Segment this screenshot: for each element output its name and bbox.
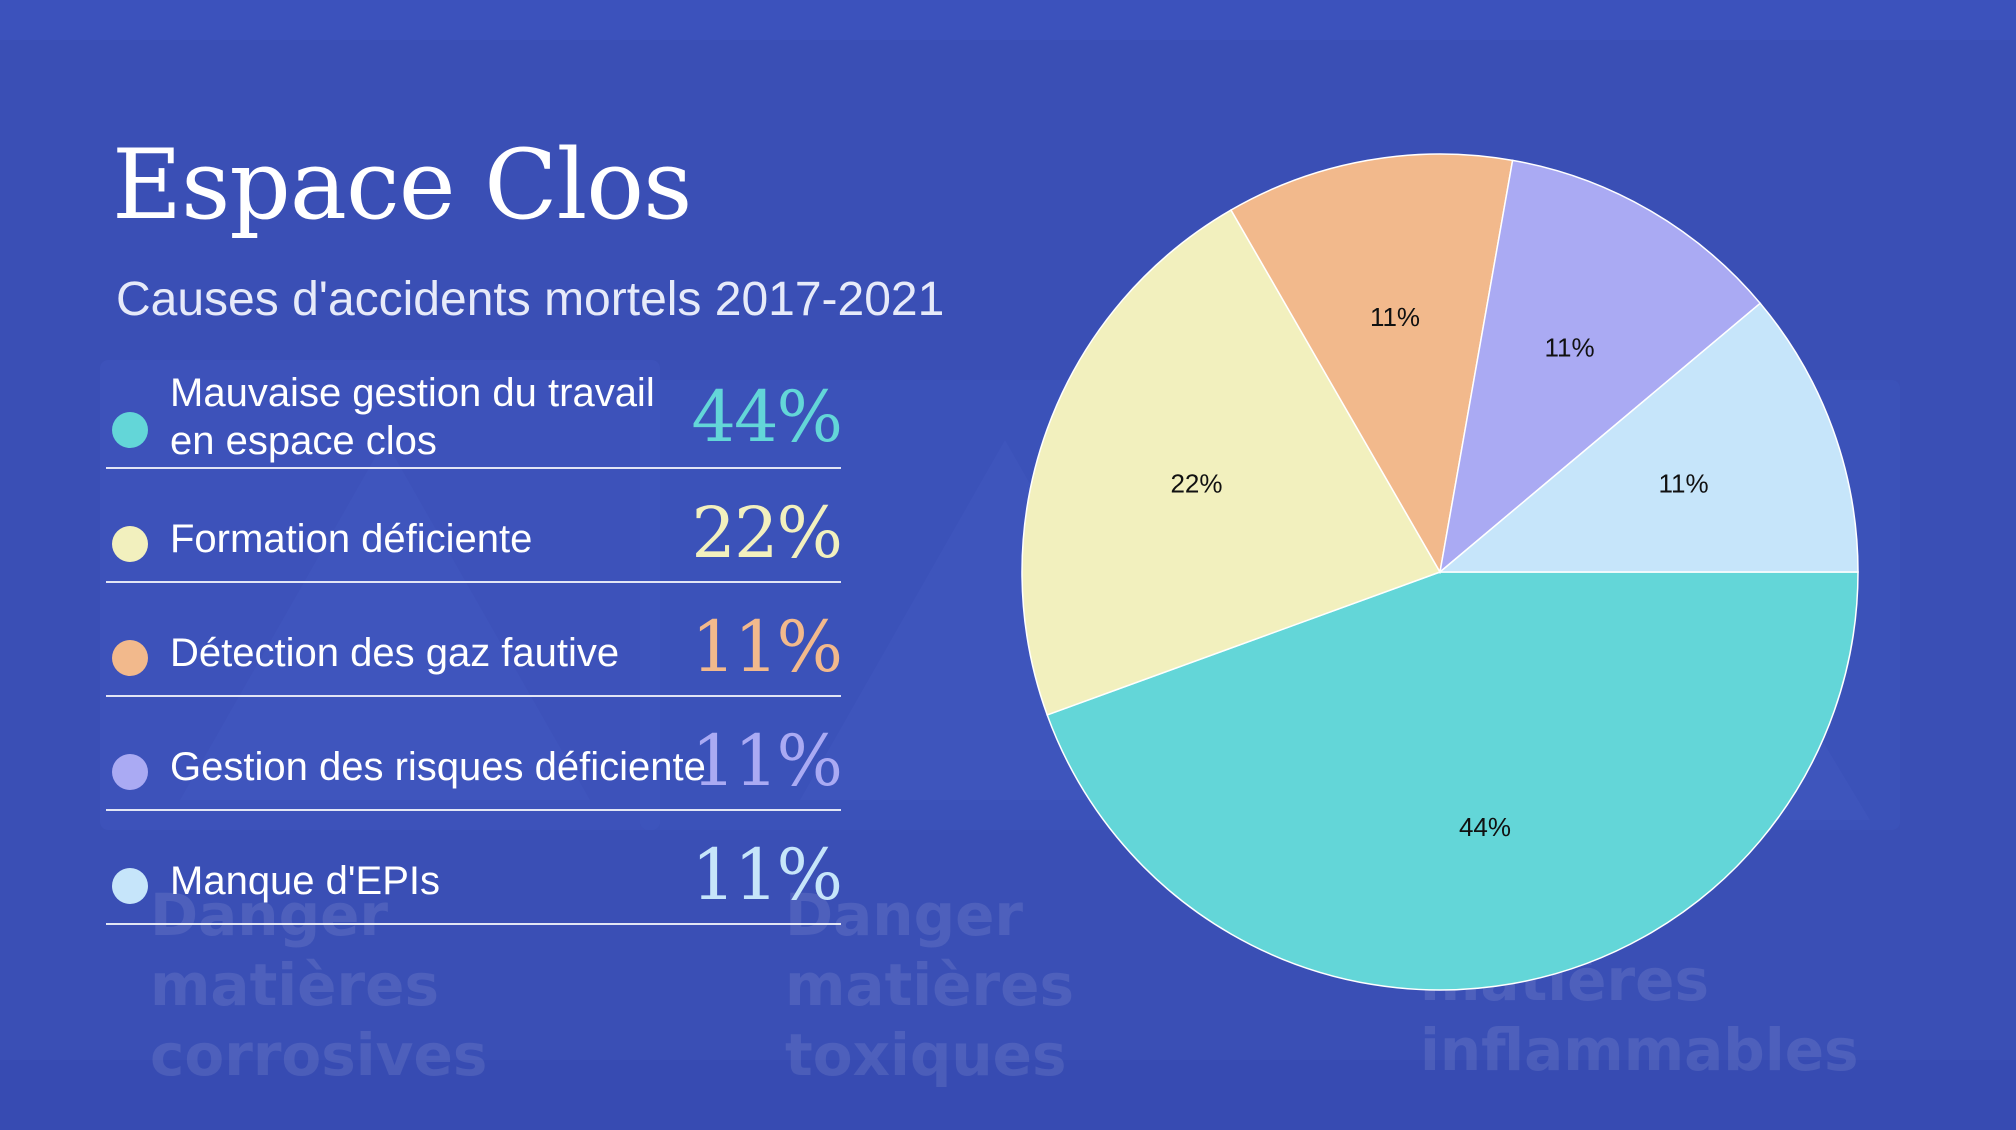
pie-slice — [1437, 302, 1859, 573]
pie-slice — [1046, 571, 1859, 991]
legend-item: Mauvaise gestion du travail en espace cl… — [106, 355, 843, 469]
legend-value: 22% — [691, 492, 843, 574]
pie-chart: 44% 22% 11% 11% 11% — [1021, 153, 1859, 991]
legend-value: 44% — [691, 376, 843, 458]
pie-slice-label: 44% — [1459, 812, 1511, 842]
pie-slice — [1438, 159, 1762, 574]
legend-value: 11% — [691, 720, 843, 802]
background-sign-text-1: Danger matières corrosives — [150, 881, 488, 1089]
legend-label: Gestion des risques déficiente — [170, 745, 706, 789]
legend-label: Manque d'EPIs — [170, 859, 441, 903]
legend-swatch — [112, 754, 148, 790]
legend-swatch — [112, 640, 148, 676]
page-subtitle: Causes d'accidents mortels 2017-2021 — [116, 273, 945, 326]
legend-swatch — [112, 868, 148, 904]
legend-item: Gestion des risques déficiente 11% — [106, 697, 843, 811]
pie-slice-label: 11% — [1370, 302, 1420, 332]
legend-item: Manque d'EPIs 11% — [106, 811, 843, 925]
legend-label: Formation déficiente — [170, 517, 533, 561]
legend-label: Mauvaise gestion du travail en espace cl… — [170, 371, 655, 463]
legend-swatch — [112, 526, 148, 562]
background-sign-text-2: Danger matières toxiques — [785, 881, 1074, 1089]
legend: Mauvaise gestion du travail en espace cl… — [106, 355, 843, 925]
legend-label: Détection des gaz fautive — [170, 631, 620, 675]
legend-item: Formation déficiente 22% — [106, 469, 843, 583]
legend-item: Détection des gaz fautive 11% — [106, 583, 843, 697]
pie-slice-label: 22% — [1170, 468, 1222, 498]
legend-value: 11% — [691, 834, 843, 916]
legend-value: 11% — [691, 606, 843, 688]
pie-slice — [1021, 208, 1442, 716]
pie-slice-label: 11% — [1545, 333, 1595, 363]
pie-slice-label: 11% — [1658, 468, 1708, 498]
background-sign-text-3: matières inflammables — [1420, 946, 1859, 1084]
legend-swatch — [112, 412, 148, 448]
page-title: Espace Clos — [112, 129, 692, 241]
pie-slice — [1229, 153, 1514, 575]
